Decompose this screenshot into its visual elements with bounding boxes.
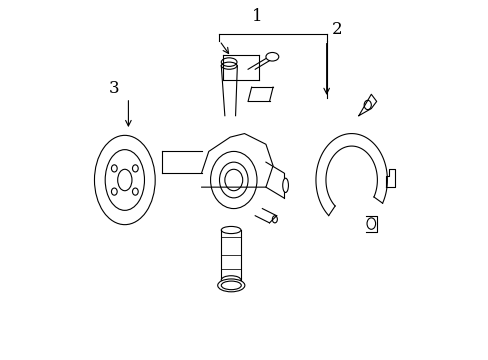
Polygon shape xyxy=(247,87,272,102)
Ellipse shape xyxy=(210,152,257,208)
Text: 1: 1 xyxy=(251,8,262,24)
Text: 3: 3 xyxy=(108,80,119,98)
Text: 2: 2 xyxy=(331,22,342,39)
Polygon shape xyxy=(201,134,272,187)
Ellipse shape xyxy=(282,178,288,193)
Ellipse shape xyxy=(221,58,237,66)
Ellipse shape xyxy=(221,276,241,284)
Ellipse shape xyxy=(94,135,155,225)
Ellipse shape xyxy=(265,53,278,61)
Ellipse shape xyxy=(217,279,244,292)
